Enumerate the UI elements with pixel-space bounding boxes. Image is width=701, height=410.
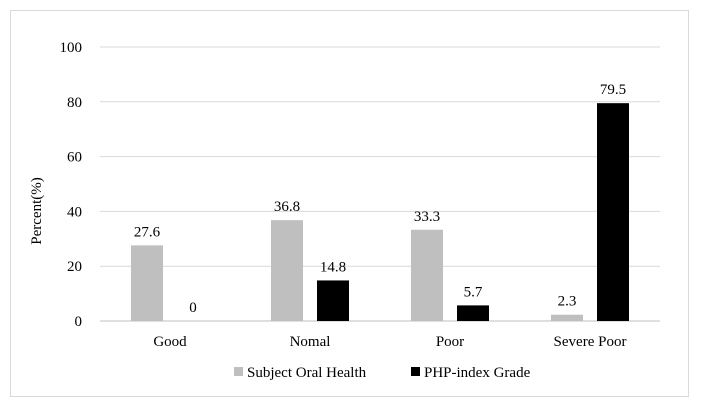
bar-value-label: 27.6 (134, 224, 161, 240)
x-tick-label: Poor (436, 334, 464, 350)
bar-subject-oral-health (411, 229, 443, 321)
bar-subject-oral-health (131, 245, 163, 321)
bar-php-index-grade (457, 305, 489, 321)
bar-value-label: 79.5 (600, 82, 626, 98)
legend: Subject Oral Health PHP-index Grade (234, 365, 531, 381)
bar-value-labels: 27.6 0 36.8 14.8 33.3 5.7 2.3 79.5 (134, 82, 626, 316)
y-tick-label: 60 (67, 150, 82, 166)
y-axis-ticks: 0 20 40 60 80 100 (60, 40, 83, 330)
bar-subject-oral-health (551, 314, 583, 321)
bar-value-label: 36.8 (274, 199, 300, 215)
y-tick-label: 40 (67, 204, 82, 220)
legend-label: Subject Oral Health (247, 365, 367, 381)
x-axis-ticks: Good Nomal Poor Severe Poor (153, 334, 626, 350)
bars (131, 103, 629, 321)
legend-swatch (234, 367, 243, 376)
legend-swatch (411, 367, 420, 376)
bar-php-index-grade (597, 103, 629, 321)
bar-subject-oral-health (271, 220, 303, 321)
x-tick-label: Good (153, 334, 187, 350)
y-tick-label: 0 (75, 314, 83, 330)
gridlines (100, 46, 660, 322)
y-tick-label: 100 (60, 40, 83, 56)
y-tick-label: 80 (67, 95, 82, 111)
bar-value-label: 2.3 (558, 294, 577, 310)
x-tick-label: Severe Poor (554, 334, 627, 350)
y-axis-label: Percent(%) (29, 177, 45, 244)
bar-value-label: 5.7 (464, 284, 483, 300)
chart-frame (10, 10, 689, 397)
legend-label: PHP-index Grade (424, 365, 531, 381)
y-tick-label: 20 (67, 259, 82, 275)
bar-value-label: 33.3 (414, 209, 440, 225)
bar-value-label: 14.8 (320, 259, 346, 275)
x-tick-label: Nomal (290, 334, 331, 350)
bar-php-index-grade (317, 280, 349, 321)
bar-value-label: 0 (189, 300, 197, 316)
